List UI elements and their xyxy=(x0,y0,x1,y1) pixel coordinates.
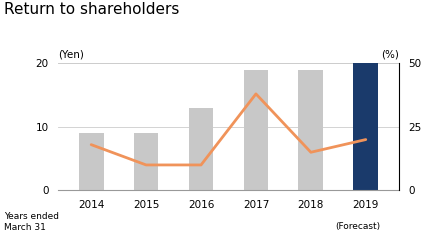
Bar xyxy=(353,63,378,190)
Text: Years ended
March 31: Years ended March 31 xyxy=(4,212,60,232)
Text: Return to shareholders: Return to shareholders xyxy=(4,2,180,17)
Bar xyxy=(244,70,268,190)
Text: (%): (%) xyxy=(381,50,399,60)
Bar xyxy=(134,133,159,190)
Bar xyxy=(189,108,213,190)
Bar xyxy=(79,133,103,190)
Text: (Forecast): (Forecast) xyxy=(335,222,380,231)
Text: (Yen): (Yen) xyxy=(58,50,84,60)
Bar xyxy=(298,70,323,190)
